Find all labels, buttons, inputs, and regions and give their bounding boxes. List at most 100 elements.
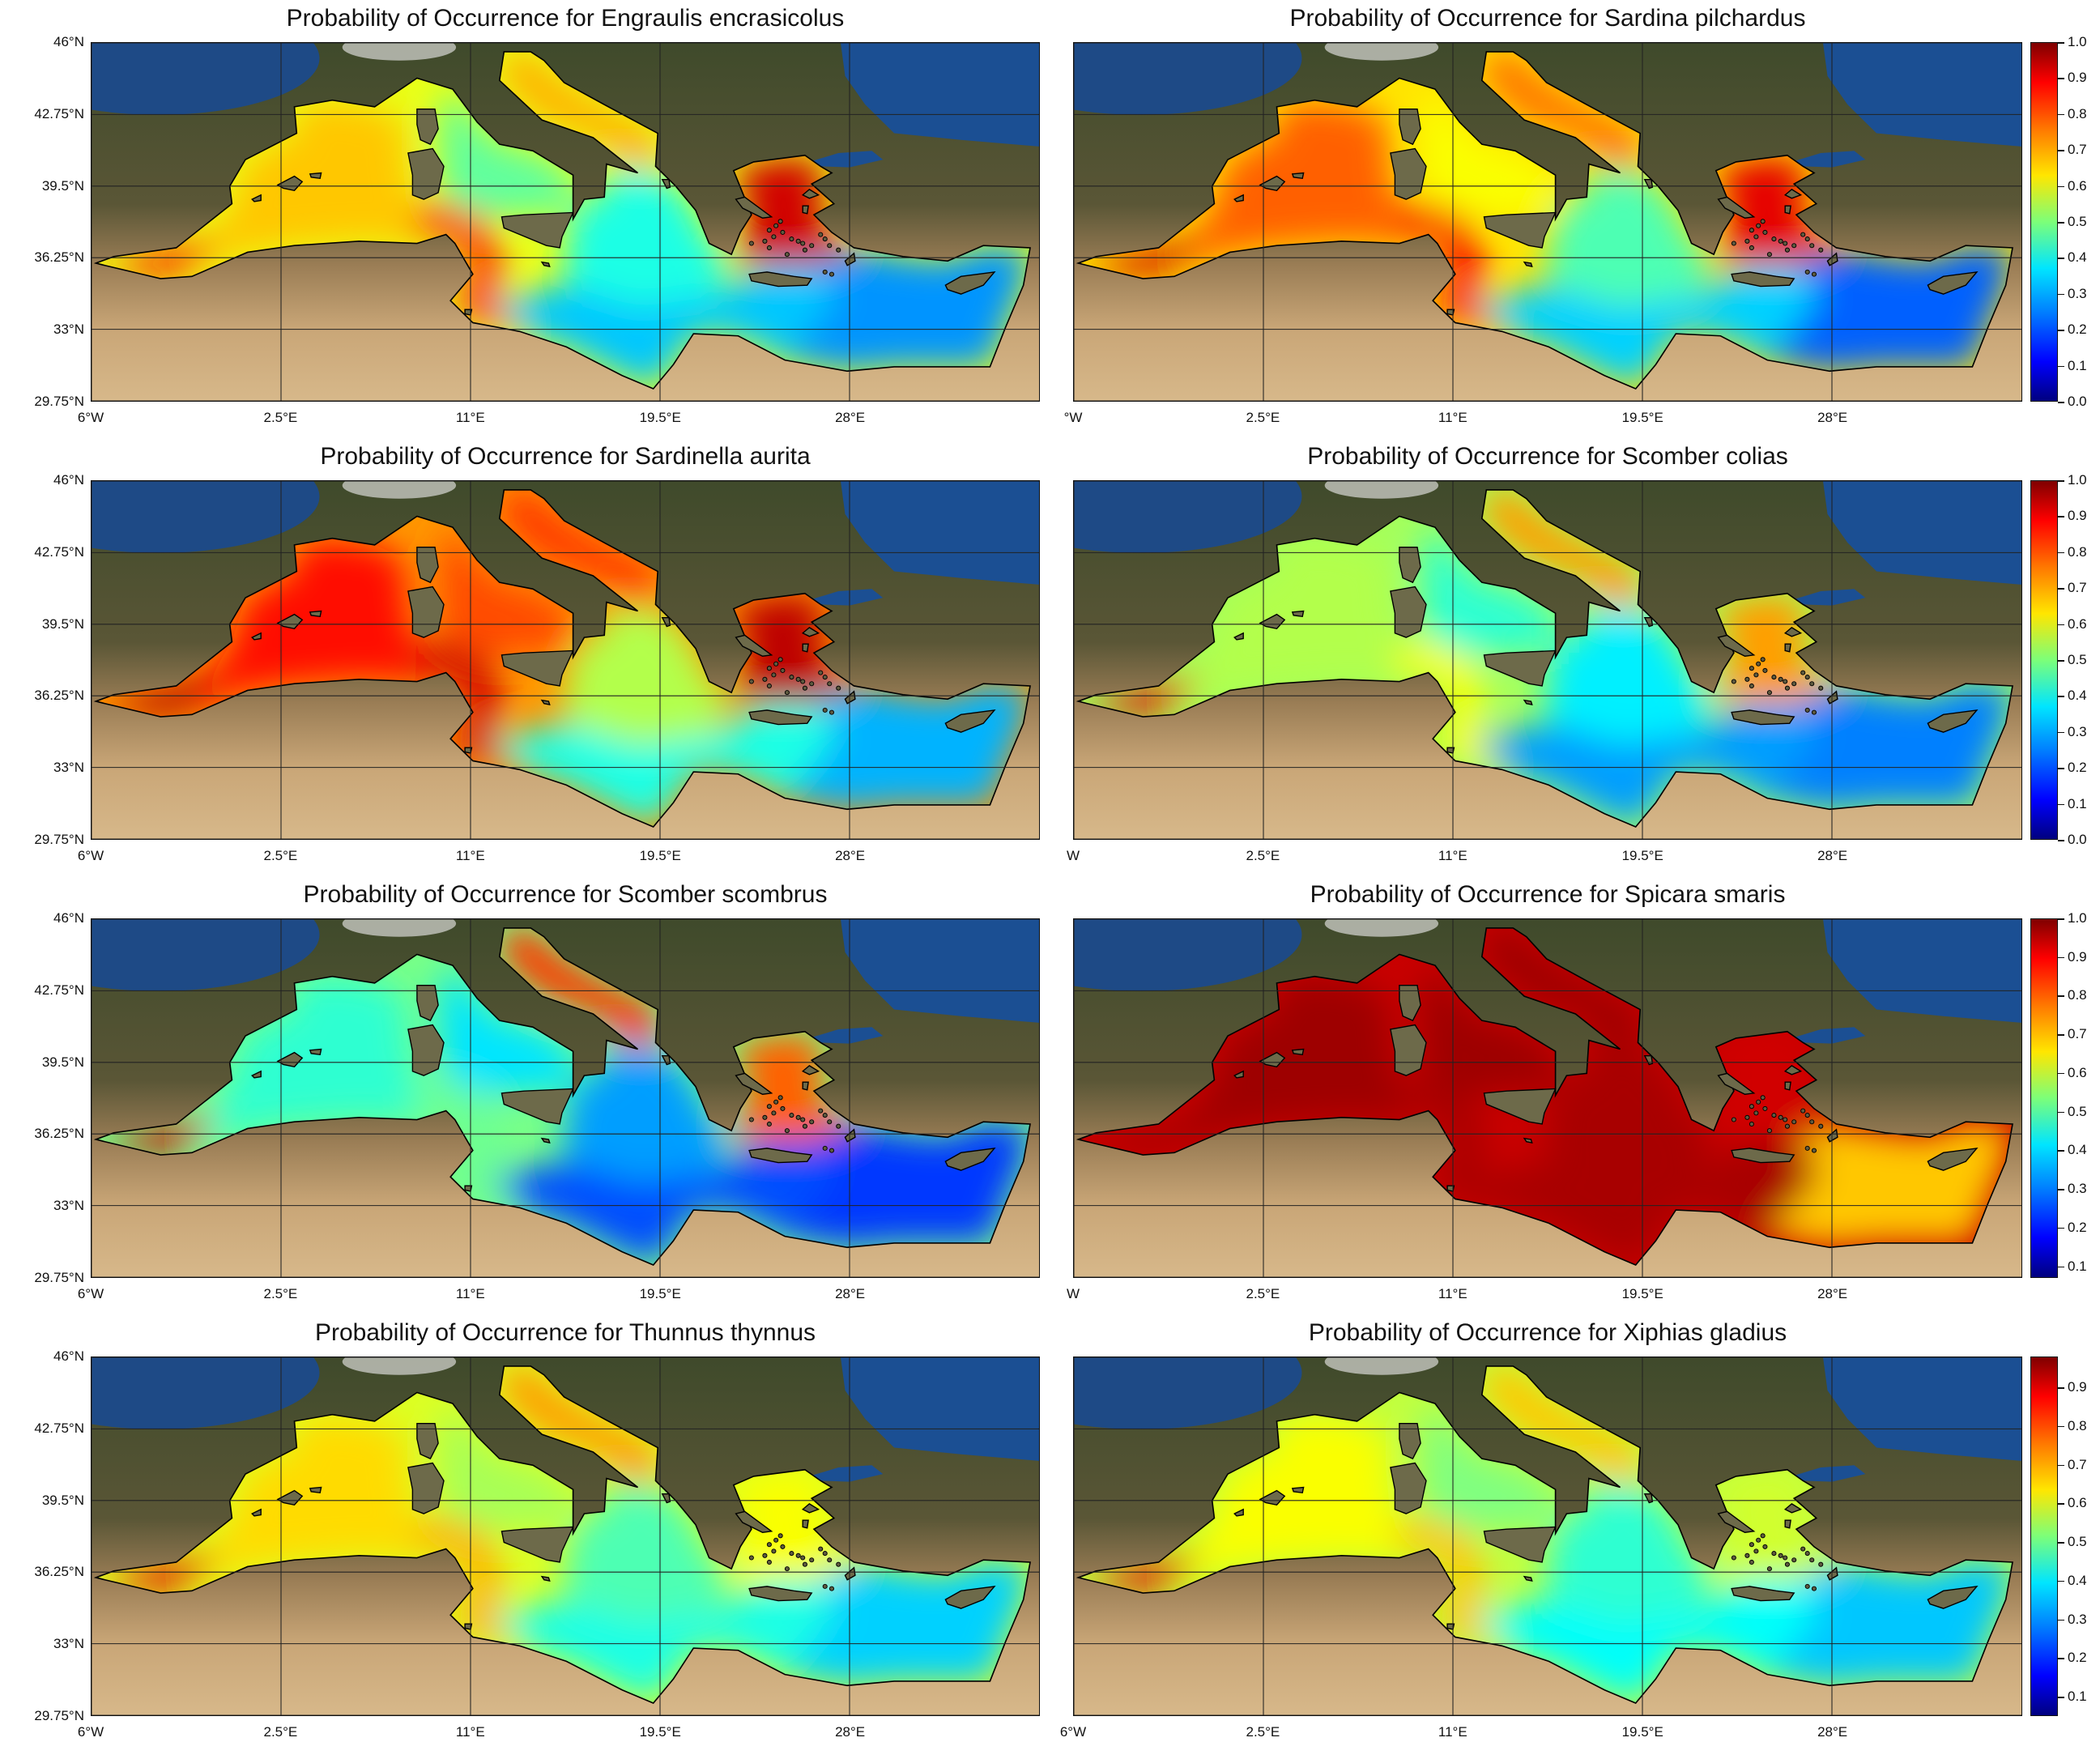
black-sea <box>1823 1357 2021 1461</box>
longitude-label: 19.5°E <box>639 1286 681 1301</box>
aegean-islet <box>1753 234 1759 240</box>
latitude-label: 36.25°N <box>34 688 84 704</box>
island-menorca <box>309 172 322 180</box>
longitude-label: 2.5°E <box>1246 1286 1280 1301</box>
aegean-islet <box>822 1145 828 1151</box>
island-lesbos <box>801 1503 820 1514</box>
longitude-label: W <box>1066 1286 1080 1301</box>
longitude-label: 19.5°E <box>639 410 681 425</box>
zone-tyrrhenian <box>439 1403 573 1534</box>
colorbar-tick <box>2058 1034 2064 1036</box>
aegean-islet <box>1762 667 1768 673</box>
colorbar-tick-label: 0.4 <box>2068 1572 2087 1588</box>
colorbar-tick-label: 0.6 <box>2068 177 2087 194</box>
island-ibiza <box>251 194 262 202</box>
zone-tunisia_shelf <box>1397 201 1502 332</box>
island-chios <box>1784 643 1791 653</box>
colorbar-tick-label: 0.2 <box>2068 760 2087 776</box>
black-sea <box>841 481 1039 585</box>
longitude-label: 6°W <box>77 1286 104 1301</box>
island-sardinia <box>1390 147 1427 200</box>
latitude-label: 42.75°N <box>34 543 84 560</box>
colorbar-tick <box>2058 1189 2064 1190</box>
aegean-islet <box>1800 670 1806 675</box>
mediterranean-map-0 <box>92 43 1039 401</box>
zone-adriatic <box>1481 1365 1641 1488</box>
colorbar-tick <box>2058 150 2064 151</box>
aegean-islet <box>1800 1546 1806 1552</box>
zone-tunisia_shelf <box>415 201 520 332</box>
aegean-islet <box>802 1123 807 1129</box>
aegean-islet <box>1749 228 1754 233</box>
island-menorca <box>1291 1486 1305 1494</box>
zone-central <box>492 703 839 827</box>
aegean-islet <box>766 666 772 671</box>
island-euboea <box>735 1072 773 1095</box>
zone-central <box>1475 265 1821 389</box>
aegean-islet <box>789 1551 794 1557</box>
aegean-islet <box>789 1113 794 1118</box>
aegean-islet <box>1783 679 1788 684</box>
aegean-islet <box>1778 238 1783 244</box>
zone-central <box>1475 1141 1821 1265</box>
aegean-islet <box>802 247 807 253</box>
island-rhodes <box>1826 690 1838 705</box>
aegean-islet <box>748 1117 754 1122</box>
aegean-islet <box>1744 238 1750 244</box>
colorbar-tick-label: 0.1 <box>2068 795 2087 811</box>
longitude-label: 28°E <box>1817 848 1848 863</box>
graticule <box>92 43 1039 401</box>
island-sardinia <box>1390 1462 1427 1514</box>
aegean-islet <box>789 236 794 242</box>
island-rhodes <box>844 1128 856 1143</box>
latitude-label: 39.5°N <box>41 615 84 632</box>
longitude-label: 28°E <box>835 1724 866 1740</box>
aegean-islet <box>1744 1552 1750 1558</box>
zone-west_med <box>198 976 417 1144</box>
island-ibiza <box>1233 632 1244 641</box>
zone-alboran <box>96 1546 215 1594</box>
zone-central <box>1475 703 1821 827</box>
sea-of-marmara <box>809 151 884 168</box>
island-cyprus <box>944 1147 996 1171</box>
black-sea <box>1823 919 2021 1023</box>
latitude-label: 42.75°N <box>34 1420 84 1436</box>
aegean-islet <box>771 234 777 240</box>
aegean-islet <box>1744 1114 1750 1120</box>
island-ibiza <box>1233 194 1244 202</box>
zone-tyrrhenian <box>1421 965 1556 1096</box>
longitude-label: 2.5°E <box>263 1724 298 1740</box>
aegean-islet <box>1800 232 1806 237</box>
aegean-islet <box>1804 269 1810 275</box>
coastline <box>1076 927 2013 1266</box>
aegean-islet <box>748 1555 754 1561</box>
island-chios <box>802 643 809 653</box>
island-ibiza <box>251 632 262 641</box>
longitude-label: 2.5°E <box>1246 1724 1280 1740</box>
island-sicily <box>1483 650 1557 687</box>
aegean-islet <box>773 1099 779 1105</box>
graticule <box>1074 1357 2021 1715</box>
island-lesbos <box>801 627 820 637</box>
longitude-label: 11°E <box>455 410 485 425</box>
zone-adriatic <box>1481 489 1641 611</box>
aegean-islet <box>1791 1119 1797 1125</box>
island-lesbos <box>1783 1503 1803 1514</box>
zone-tyrrhenian <box>1421 89 1556 219</box>
longitude-label: 6°W <box>77 410 104 425</box>
aegean-islet <box>789 675 794 680</box>
colorbar-tick <box>2058 1111 2064 1114</box>
aegean-islet <box>771 1110 777 1116</box>
map-frame <box>91 480 1040 840</box>
zone-tunisia_shelf <box>415 1077 520 1208</box>
colorbar-tick-label: 0.1 <box>2068 1689 2087 1705</box>
island-corsica <box>416 108 439 146</box>
aegean-islet <box>827 1119 833 1125</box>
aegean-islet <box>822 707 828 713</box>
aegean-islet <box>1771 675 1777 680</box>
island-lesbos <box>1783 1065 1803 1075</box>
zone-central <box>492 1579 839 1703</box>
map-panel: Probability of Occurrence for Scomber co… <box>1050 438 2099 876</box>
island-ibiza <box>1233 1070 1244 1079</box>
aegean-islet <box>1804 1583 1810 1589</box>
